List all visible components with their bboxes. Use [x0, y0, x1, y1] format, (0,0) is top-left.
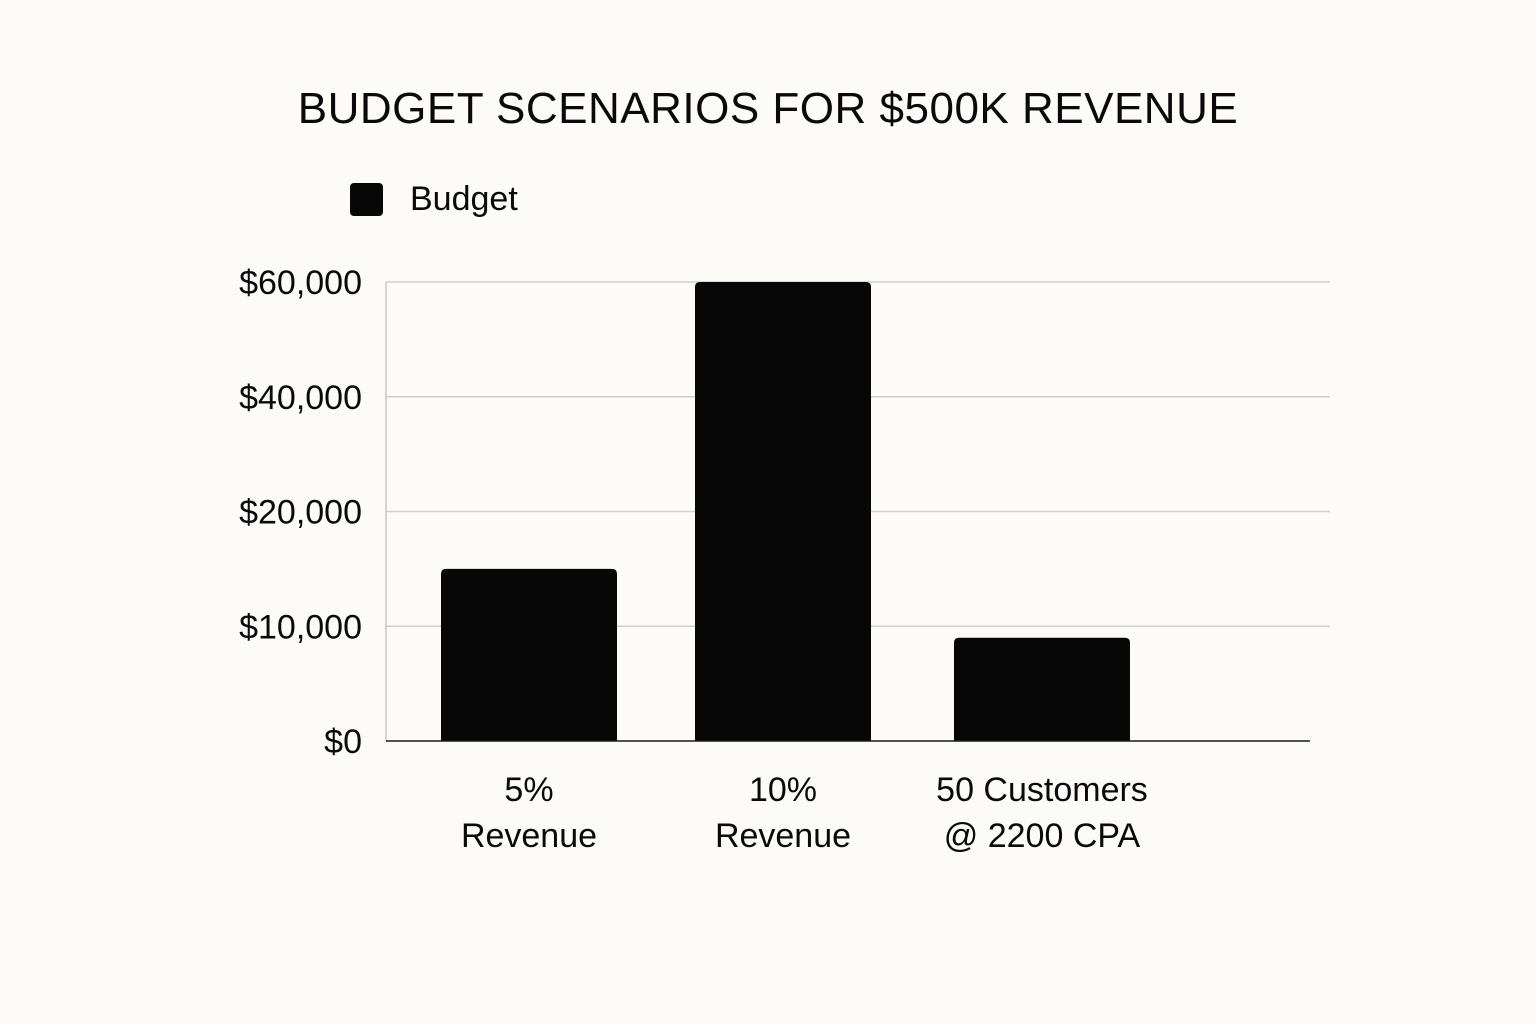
x-tick-label: Revenue	[461, 817, 597, 855]
legend: Budget	[350, 180, 518, 219]
bar-0	[441, 568, 617, 741]
bar-2	[954, 637, 1130, 741]
legend-swatch-budget	[350, 183, 383, 216]
x-tick-label: 10%	[749, 771, 817, 809]
y-tick-label: $20,000	[239, 494, 362, 532]
y-tick-label: $60,000	[239, 264, 362, 302]
x-tick-label: Revenue	[715, 817, 851, 855]
bar-1	[695, 282, 871, 741]
chart-title: BUDGET SCENARIOS FOR $500K REVENUE	[297, 84, 1239, 133]
y-tick-label: $40,000	[239, 379, 362, 417]
bars	[441, 282, 1130, 741]
x-tick-label: @ 2200 CPA	[944, 817, 1141, 855]
legend-label-budget: Budget	[410, 180, 518, 218]
y-tick-label: $0	[324, 723, 362, 761]
y-axis-ticks: $0 $10,000 $20,000 $40,000 $60,000	[239, 264, 362, 761]
x-tick-label: 50 Customers	[936, 771, 1148, 809]
y-tick-label: $10,000	[239, 608, 362, 646]
x-axis-labels: 5% Revenue 10% Revenue 50 Customers @ 2200 CP…	[461, 771, 1148, 855]
x-tick-label: 5%	[504, 771, 553, 809]
